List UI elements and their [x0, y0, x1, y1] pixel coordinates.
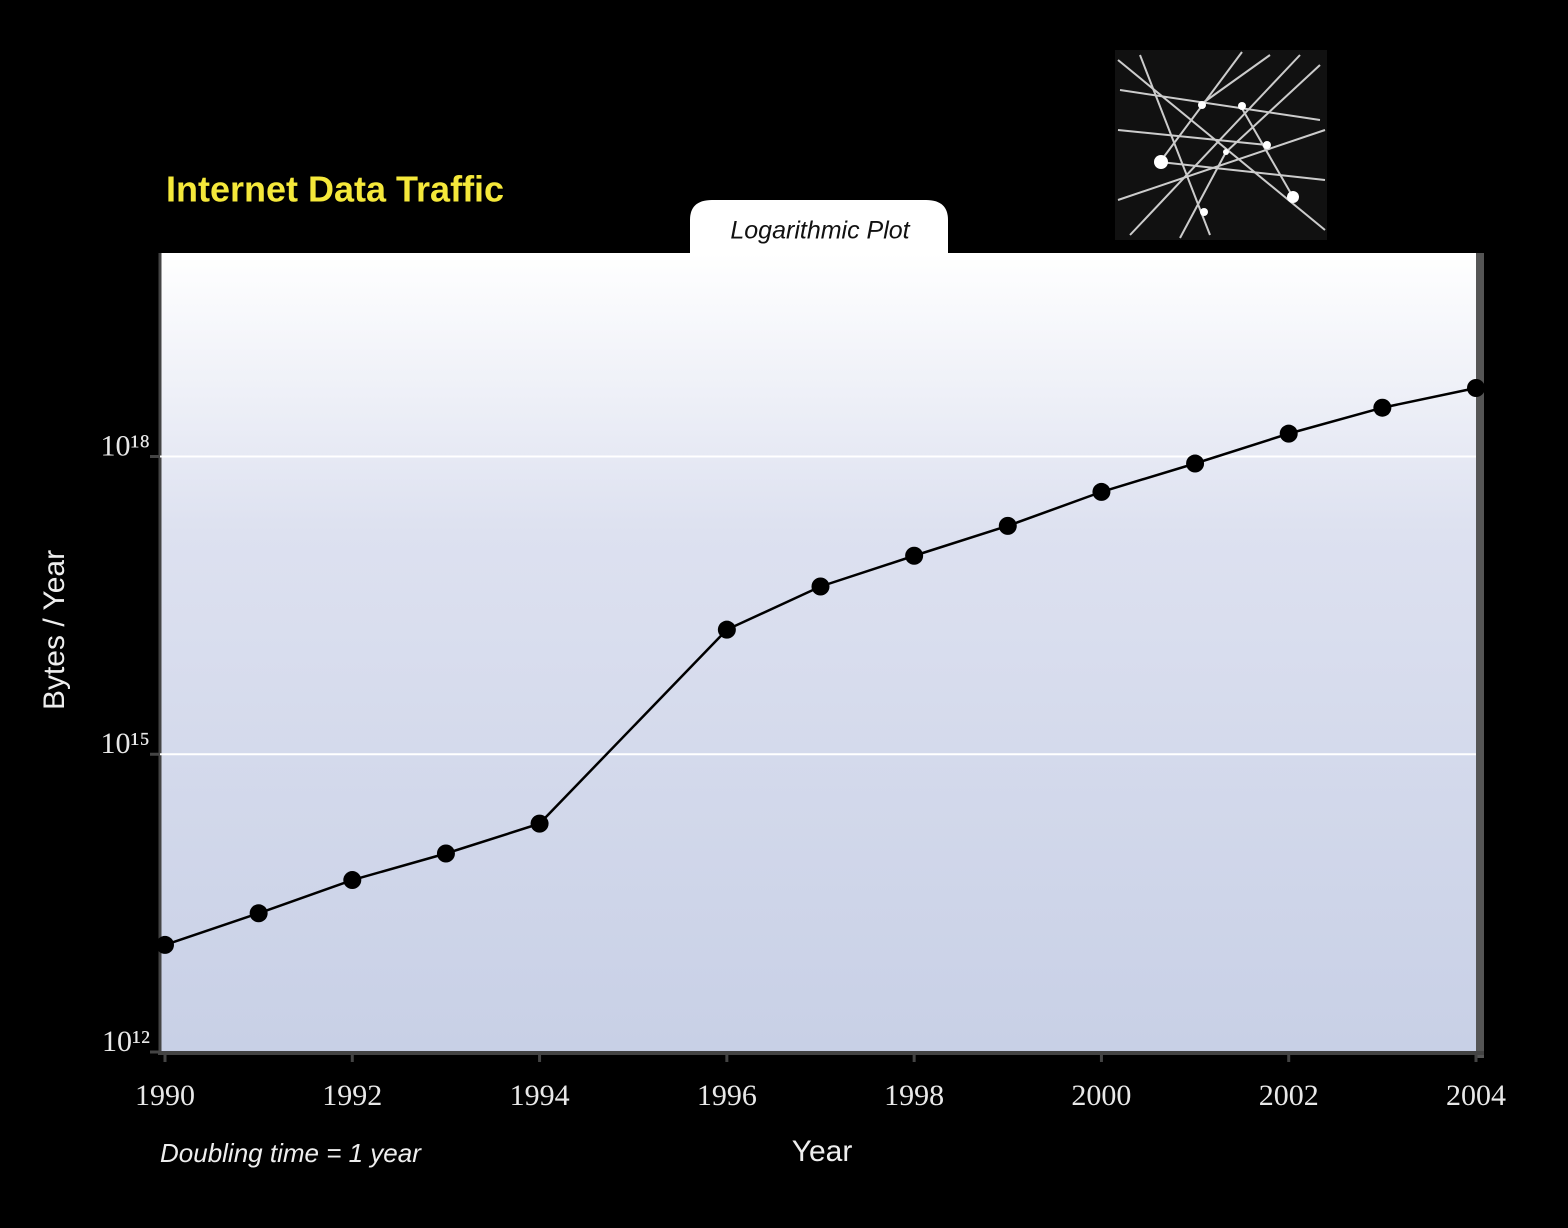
x-tick-label: 1996: [697, 1079, 757, 1112]
y-tick-label: 10¹⁵: [101, 727, 150, 760]
data-point: [1373, 398, 1392, 417]
y-tick-label: 10¹²: [102, 1025, 150, 1058]
right-edge: [1476, 253, 1484, 1058]
data-point: [156, 935, 174, 954]
data-point: [998, 516, 1017, 535]
data-point: [811, 577, 830, 596]
data-point: [1279, 424, 1298, 443]
data-point: [249, 904, 268, 923]
x-tick-label: 2002: [1259, 1079, 1319, 1112]
y-tick-label: 10¹⁸: [101, 429, 150, 462]
subtitle: Logarithmic Plot: [730, 217, 910, 245]
network-icon: [1115, 50, 1327, 240]
data-point: [530, 814, 549, 833]
x-tick-label: 1994: [510, 1079, 570, 1112]
annotation: Doubling time = 1 year: [160, 1138, 422, 1168]
data-point: [1186, 454, 1205, 473]
data-point: [436, 844, 455, 863]
plot-area: [160, 253, 1480, 1052]
data-point: [717, 620, 736, 639]
data-point: [1092, 482, 1111, 501]
x-tick-label: 2004: [1446, 1079, 1506, 1112]
x-tick-label: 1990: [135, 1079, 195, 1112]
x-tick-label: 1998: [884, 1079, 944, 1112]
data-point: [1467, 378, 1485, 397]
y-axis-label: Bytes / Year: [38, 550, 71, 710]
subtitle-tab: [690, 200, 948, 253]
data-line: [164, 386, 1477, 947]
chart-title: Internet Data Traffic: [166, 169, 504, 210]
data-point: [905, 546, 924, 565]
x-tick-label: 2000: [1071, 1079, 1131, 1112]
data-point: [343, 871, 362, 890]
x-tick-label: 1992: [322, 1079, 382, 1112]
x-axis-label: Year: [792, 1135, 853, 1168]
